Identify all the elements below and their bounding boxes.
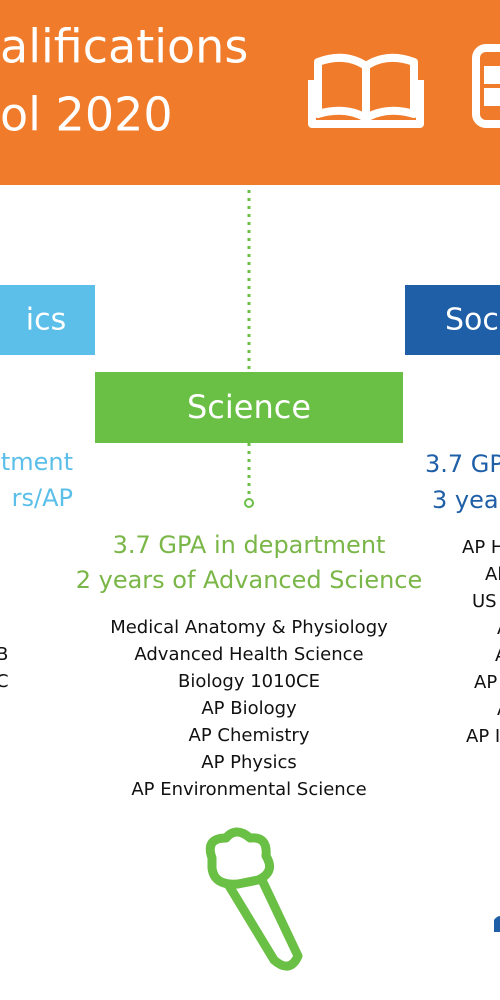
column-heading: Soc (445, 303, 499, 338)
book-icon (308, 53, 424, 128)
course: Al (485, 564, 500, 585)
course: AP I (466, 726, 500, 747)
course: Medical Anatomy & Physiology (110, 617, 388, 638)
course: Biology 1010CE (178, 671, 320, 692)
course: AP (474, 672, 497, 693)
course: AP Chemistry (189, 725, 310, 746)
requirement: tment (1, 448, 73, 476)
requirement: rs/AP (12, 484, 73, 512)
social-box (405, 285, 500, 355)
connector-end (244, 498, 254, 508)
header-title: ol 2020 (0, 88, 173, 142)
requirement: 3.7 GP (425, 450, 500, 478)
test-tube-icon (205, 827, 303, 971)
header-title: alifications (0, 20, 248, 74)
science-box (95, 372, 403, 443)
course: A (495, 645, 500, 666)
course: C (0, 671, 9, 692)
requirement: 3 year (432, 486, 500, 514)
course: AP Physics (201, 752, 296, 773)
course: A (497, 699, 500, 720)
course: A (497, 618, 500, 639)
column-heading: Science (187, 388, 311, 426)
course: AP H (462, 537, 500, 558)
requirement: 3.7 GPA in department (113, 531, 386, 559)
course: B (0, 644, 8, 665)
course: Advanced Health Science (134, 644, 363, 665)
requirement: 2 years of Advanced Science (76, 566, 423, 594)
calculator-icon (472, 44, 500, 128)
course: AP Environmental Science (131, 779, 366, 800)
math-box (0, 285, 95, 355)
course: US (472, 591, 497, 612)
course: AP Biology (201, 698, 297, 719)
column-heading: ics (26, 303, 66, 338)
social-icon (494, 916, 500, 932)
